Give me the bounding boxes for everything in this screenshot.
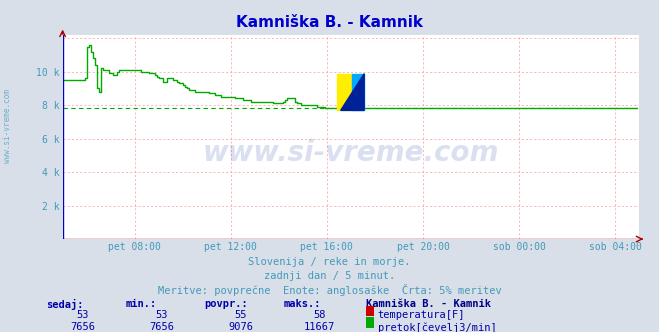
Text: www.si-vreme.com: www.si-vreme.com: [203, 139, 499, 167]
Text: maks.:: maks.:: [283, 299, 321, 309]
Text: sedaj:: sedaj:: [46, 299, 84, 310]
Text: zadnji dan / 5 minut.: zadnji dan / 5 minut.: [264, 271, 395, 281]
Text: 58: 58: [314, 310, 326, 320]
Text: pretok[čevelj3/min]: pretok[čevelj3/min]: [378, 322, 496, 332]
Text: 55: 55: [235, 310, 246, 320]
Text: 7656: 7656: [149, 322, 174, 332]
Text: povpr.:: povpr.:: [204, 299, 248, 309]
Text: 7656: 7656: [70, 322, 95, 332]
Polygon shape: [341, 74, 364, 111]
Text: Meritve: povprečne  Enote: anglosaške  Črta: 5% meritev: Meritve: povprečne Enote: anglosaške Črt…: [158, 284, 501, 296]
Bar: [337, 74, 352, 111]
Text: 11667: 11667: [304, 322, 335, 332]
Text: temperatura[F]: temperatura[F]: [378, 310, 465, 320]
Text: 9076: 9076: [228, 322, 253, 332]
Text: 53: 53: [76, 310, 88, 320]
Text: Kamniška B. - Kamnik: Kamniška B. - Kamnik: [236, 15, 423, 30]
Text: min.:: min.:: [125, 299, 156, 309]
Text: 53: 53: [156, 310, 167, 320]
Text: Slovenija / reke in morje.: Slovenija / reke in morje.: [248, 257, 411, 267]
Bar: [352, 74, 364, 111]
Text: Kamniška B. - Kamnik: Kamniška B. - Kamnik: [366, 299, 491, 309]
Text: www.si-vreme.com: www.si-vreme.com: [3, 89, 13, 163]
